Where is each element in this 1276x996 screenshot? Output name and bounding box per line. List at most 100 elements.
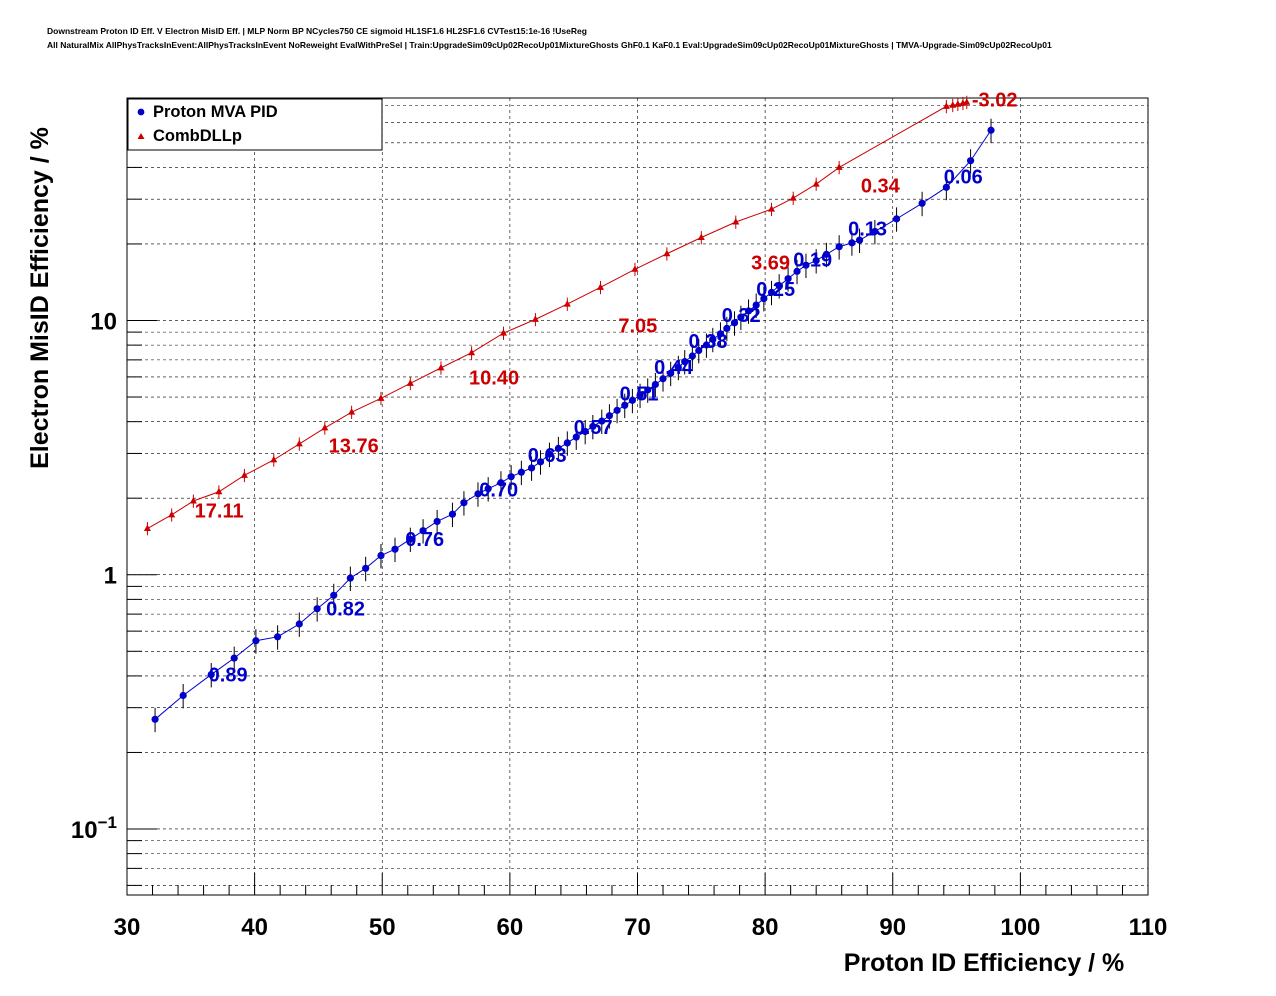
data-point (963, 98, 971, 105)
data-point (433, 517, 441, 526)
data-point (628, 396, 636, 404)
data-point (987, 126, 995, 134)
x-axis-label: Proton ID Efficiency / % (844, 949, 1125, 977)
data-point (760, 294, 768, 303)
legend: Proton MVA PID CombDLLp (127, 98, 383, 151)
data-point (517, 468, 525, 476)
data-point (377, 394, 385, 401)
data-point (563, 300, 571, 307)
data-point (468, 348, 476, 356)
data-point (270, 455, 278, 463)
data-point (295, 439, 303, 447)
point-labels: 17.11 13.76 10.40 7.05 3.69 0.34 -3.02 0.89 0.82… (195, 89, 1018, 686)
data-point (536, 458, 545, 466)
data-point (605, 412, 614, 420)
legend-mva-label: Proton MVA PID (153, 103, 278, 121)
data-point (967, 157, 975, 165)
data-point (179, 691, 187, 700)
data-point (596, 283, 604, 290)
data-point (321, 423, 329, 431)
data-point (674, 363, 682, 371)
threshold-label: 0.19 (793, 250, 832, 272)
x-tick-label: 80 (752, 914, 779, 941)
x-tick-label: 90 (879, 914, 906, 941)
x-tick-label: 110 (1129, 914, 1168, 941)
data-point (681, 358, 689, 366)
threshold-label: 0.57 (574, 417, 613, 439)
x-tick-label: 40 (241, 914, 268, 941)
data-point (330, 591, 338, 599)
threshold-label: 13.76 (329, 435, 379, 457)
data-point (448, 510, 457, 518)
data-point (789, 194, 797, 201)
data-point (531, 315, 539, 322)
data-point (572, 433, 580, 441)
data-point (644, 386, 652, 394)
data-point (240, 471, 248, 478)
threshold-label: 7.05 (618, 316, 657, 338)
data-point (143, 524, 151, 532)
data-point (835, 243, 843, 251)
data-point (631, 265, 639, 272)
data-point (391, 545, 399, 553)
data-point (737, 313, 745, 321)
data-point (835, 163, 843, 170)
series-layer (143, 95, 995, 733)
data-point (273, 633, 282, 641)
data-point (659, 375, 667, 383)
legend-box (127, 98, 383, 151)
data-point (663, 249, 671, 257)
data-point (499, 329, 507, 336)
data-point (230, 654, 238, 662)
data-point (613, 406, 621, 414)
data-point (822, 250, 830, 258)
threshold-label: 0.32 (722, 305, 761, 327)
data-point (918, 199, 926, 207)
x-tick-label: 30 (114, 914, 141, 941)
chart-title-line-1: Downstream Proton ID Eff. V Electron Mis… (47, 26, 587, 36)
data-point (802, 261, 810, 269)
data-point (892, 215, 901, 223)
data-point (954, 100, 962, 107)
threshold-label: 0.34 (861, 176, 901, 198)
data-point (812, 180, 820, 187)
threshold-label: 0.63 (528, 445, 567, 467)
data-point (949, 101, 957, 108)
data-point (723, 324, 731, 332)
data-point (474, 490, 482, 498)
data-point (460, 499, 468, 507)
threshold-label: 0.25 (756, 279, 795, 301)
legend-mva-marker (137, 108, 145, 116)
threshold-label: 17.11 (195, 500, 244, 522)
data-point (793, 267, 801, 275)
data-point (752, 301, 760, 309)
data-point (651, 380, 659, 389)
threshold-label: 0.51 (620, 383, 659, 405)
data-point (313, 605, 321, 613)
grid (127, 98, 1148, 895)
data-point (621, 401, 629, 409)
y-tick-label: 1 (104, 563, 117, 590)
series-line-0 (154, 129, 992, 720)
data-point (348, 408, 356, 415)
data-point (377, 551, 385, 560)
data-point (702, 341, 711, 349)
data-point (437, 363, 445, 371)
data-point (636, 391, 644, 399)
data-point (215, 487, 223, 495)
data-point (942, 102, 950, 109)
y-tick-label: 10 (90, 308, 117, 335)
data-point (151, 715, 159, 723)
data-point (527, 464, 536, 472)
x-tick-label: 100 (1000, 914, 1040, 941)
threshold-label: 0.44 (654, 357, 694, 379)
data-point (688, 352, 696, 360)
data-point (362, 564, 370, 572)
data-point (667, 369, 675, 377)
y-axis-label: Electron MisID Efficiency / % (26, 127, 54, 469)
data-point (732, 217, 740, 225)
data-point (775, 282, 783, 290)
data-point (189, 496, 197, 504)
threshold-label: 0.82 (326, 599, 365, 621)
